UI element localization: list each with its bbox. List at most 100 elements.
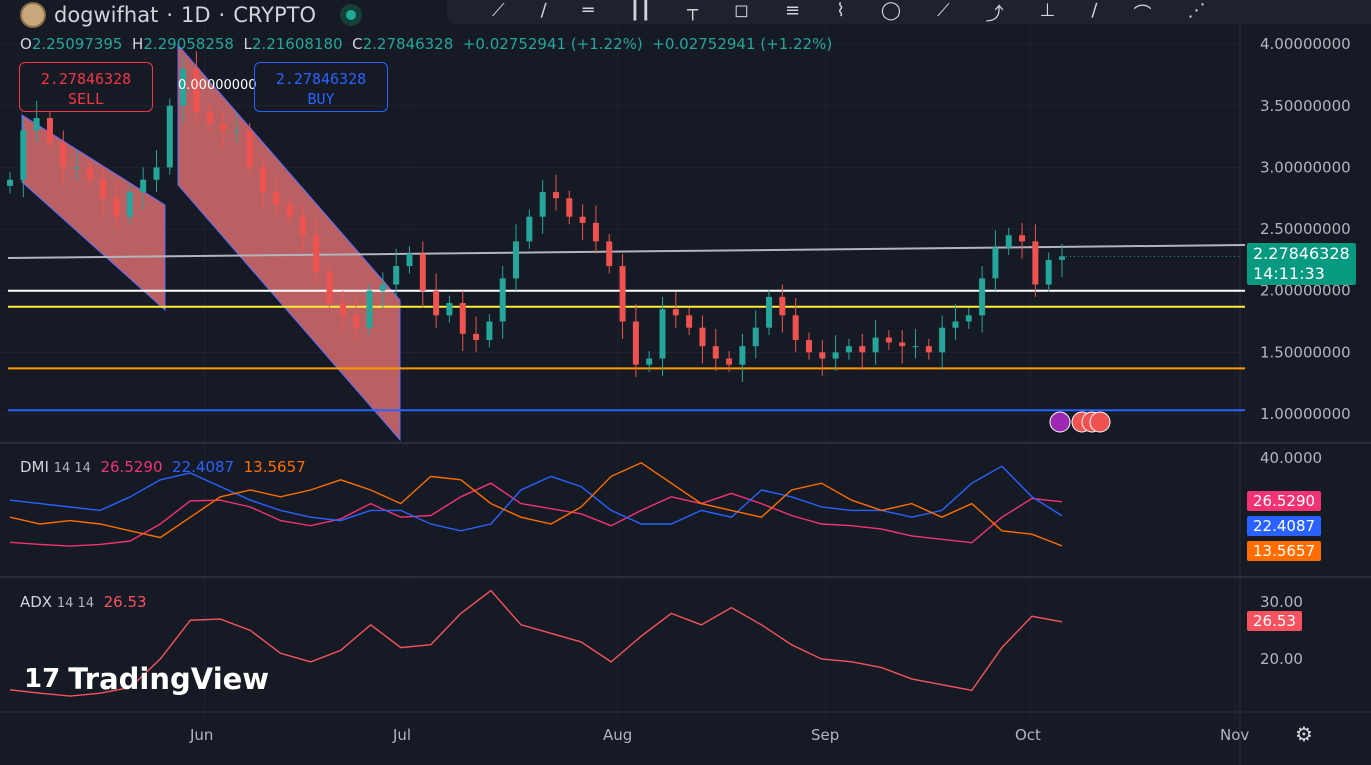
interval: 1D — [181, 3, 211, 27]
candle — [805, 340, 812, 353]
candle — [1032, 241, 1039, 285]
candle — [779, 296, 786, 316]
economic-event-icon — [1089, 411, 1111, 433]
candle — [153, 167, 160, 180]
candle — [539, 192, 546, 217]
candle — [126, 192, 133, 217]
symbol-logo — [20, 2, 46, 28]
adx-legend[interactable]: ADX 14 14 26.53 — [20, 593, 147, 611]
line-tool-icon[interactable]: ⟋ — [937, 0, 950, 21]
candle — [845, 346, 852, 353]
candle — [73, 167, 80, 169]
dmi-axis-label: 40.0000 — [1260, 449, 1322, 467]
market-status-icon[interactable] — [340, 4, 362, 26]
price-axis-label: 1.50000000 — [1260, 343, 1351, 361]
candle — [246, 130, 253, 168]
candle — [260, 167, 267, 193]
candle — [739, 346, 746, 365]
plus-di-tag: 22.4087 — [1247, 516, 1322, 536]
settings-icon[interactable]: ⚙ — [1295, 722, 1313, 746]
time-axis-label: Oct — [1015, 726, 1041, 744]
symbol-name: dogwifhat — [54, 3, 159, 27]
candle — [606, 241, 613, 267]
trend-line-tool-icon[interactable]: ⟋ — [492, 0, 505, 21]
candle — [899, 342, 906, 347]
candle — [113, 198, 120, 217]
symbol-header[interactable]: dogwifhat · 1D · CRYPTO — [20, 2, 362, 28]
dmi-legend[interactable]: DMI 14 14 26.5290 22.4087 13.5657 — [20, 458, 306, 476]
candle — [233, 130, 240, 132]
candle — [552, 192, 559, 199]
candles-tool-icon[interactable]: ┃┃ — [629, 0, 652, 21]
candle — [473, 333, 480, 341]
horizontal-line-tool-icon[interactable]: ═ — [582, 0, 594, 21]
candle — [180, 68, 187, 106]
ray-tool-icon[interactable]: ∕ — [540, 0, 547, 21]
candle — [406, 253, 413, 267]
candle — [752, 327, 759, 347]
candle — [526, 216, 533, 242]
dmi-line-di — [9, 462, 1063, 547]
candle — [60, 142, 67, 168]
candle — [1005, 235, 1012, 248]
adx-axis-label: 20.00 — [1260, 650, 1303, 668]
dmi-line-di — [9, 465, 1063, 532]
candle — [393, 266, 400, 285]
candle — [46, 118, 53, 143]
candle — [885, 337, 892, 343]
candle — [686, 315, 693, 328]
price-axis-label: 3.00000000 — [1260, 158, 1351, 176]
candle — [366, 290, 373, 328]
candle — [286, 204, 293, 217]
candle — [979, 278, 986, 316]
measure-tool-icon[interactable]: ⊥ — [1039, 0, 1056, 21]
last-price-tag: 2.27846328 14:11:33 — [1247, 243, 1356, 285]
candle — [7, 179, 13, 186]
candle — [220, 124, 227, 131]
parallel-channel — [21, 114, 166, 312]
candle — [579, 216, 586, 223]
dmi-line-adx — [9, 482, 1063, 547]
circle-tool-icon[interactable]: ◯ — [880, 0, 902, 21]
candle — [619, 266, 626, 322]
time-axis-label: Nov — [1220, 726, 1249, 744]
tv-logo-icon: 𝟭𝟳 — [24, 664, 61, 694]
candle — [912, 346, 919, 348]
parallel-channel — [177, 43, 401, 442]
shape-tool-icon[interactable]: ◻ — [734, 0, 750, 21]
buy-button[interactable]: 2.27846328 BUY — [254, 62, 388, 112]
brush-tool-icon[interactable]: ∕ — [1091, 0, 1098, 21]
candle — [566, 198, 573, 217]
channel-tool-icon[interactable]: ≡ — [785, 0, 801, 21]
candle — [939, 327, 946, 353]
exchange: CRYPTO — [233, 3, 316, 27]
candle — [513, 241, 520, 279]
candle — [632, 321, 639, 365]
candle — [672, 309, 679, 316]
trend-line — [7, 244, 1246, 259]
candle — [726, 358, 733, 365]
candle — [100, 179, 107, 199]
candle — [353, 315, 360, 328]
candle — [86, 167, 93, 180]
price-axis-label: 2.50000000 — [1260, 220, 1351, 238]
candle — [499, 278, 506, 322]
dmi-adx-tag: 26.5290 — [1247, 491, 1322, 511]
lightning-event-icon — [1049, 411, 1071, 433]
candle — [20, 130, 27, 180]
ohlc-legend: O2.25097395 H2.29058258 L2.21608180 C2.2… — [20, 35, 833, 53]
candle — [699, 327, 706, 347]
vertical-line-tool-icon[interactable]: ┬ — [687, 0, 699, 21]
candle — [206, 111, 213, 125]
sell-button[interactable]: 2.27846328 SELL — [19, 62, 153, 112]
node-tool-icon[interactable]: ⤴ — [985, 4, 1004, 25]
polyline-tool-icon[interactable]: ⌒ — [1133, 4, 1152, 25]
candle — [193, 68, 200, 112]
candle — [925, 346, 932, 353]
candle — [992, 247, 999, 279]
candle — [832, 352, 839, 359]
candle — [766, 296, 773, 328]
more-tools-icon[interactable]: ⋰ — [1187, 0, 1206, 21]
path-tool-icon[interactable]: ⌇ — [836, 0, 845, 21]
